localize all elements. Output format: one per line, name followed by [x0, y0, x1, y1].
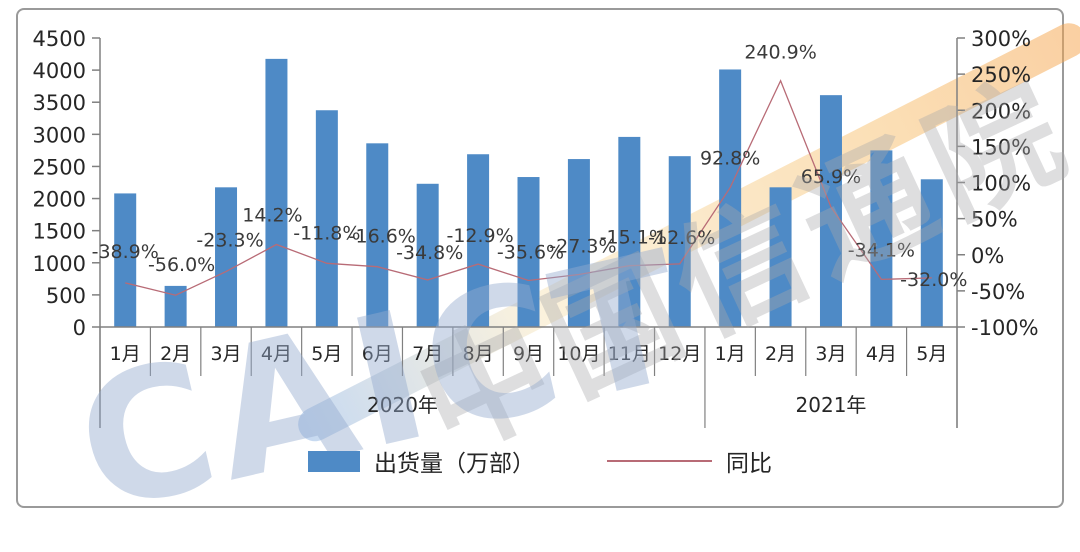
right-axis-label: 250% — [971, 63, 1031, 87]
right-axis-label: 150% — [971, 135, 1031, 159]
right-axis-label: 100% — [971, 172, 1031, 196]
bar-2月-2021 — [769, 187, 792, 327]
yoy-point-label: 65.9% — [801, 166, 861, 188]
bar-2月-2020 — [164, 285, 187, 327]
left-axis-label: 4000 — [33, 59, 86, 83]
yoy-point-label: -23.3% — [196, 230, 263, 252]
right-axis-label: 200% — [971, 99, 1031, 123]
month-label: 4月 — [261, 343, 292, 365]
legend: 出货量（万部） 同比 — [0, 444, 1080, 478]
yoy-point-label: -56.0% — [148, 254, 215, 276]
legend-line-swatch — [607, 460, 712, 462]
right-axis-label: 0% — [971, 244, 1004, 268]
right-axis-label: -50% — [971, 280, 1025, 304]
month-label: 9月 — [513, 343, 544, 365]
month-label: 4月 — [866, 343, 897, 365]
year-label: 2021年 — [796, 393, 867, 417]
left-axis-label: 0 — [73, 316, 86, 340]
left-axis-label: 1500 — [33, 220, 86, 244]
bar-1月-2020 — [114, 193, 137, 327]
legend-line-label: 同比 — [726, 451, 772, 477]
month-label: 1月 — [110, 343, 141, 365]
yoy-point-label: -32.0% — [900, 269, 967, 291]
left-axis-label: 2000 — [33, 188, 86, 212]
month-label: 5月 — [311, 343, 342, 365]
month-label: 3月 — [815, 343, 846, 365]
month-label: 8月 — [463, 343, 494, 365]
bar-3月-2020 — [215, 187, 238, 327]
left-axis-label: 500 — [46, 284, 86, 308]
legend-item-yoy: 同比 — [607, 444, 772, 478]
right-axis-label: -100% — [971, 316, 1039, 340]
month-label: 2月 — [765, 343, 796, 365]
left-axis-label: 3500 — [33, 91, 86, 115]
yoy-point-label: 240.9% — [744, 42, 816, 64]
legend-bar-label: 出货量（万部） — [374, 451, 535, 477]
legend-bar-swatch — [308, 450, 360, 472]
yoy-point-label: -38.9% — [92, 241, 159, 263]
month-label: 1月 — [715, 343, 746, 365]
bar-5月-2021 — [920, 179, 943, 327]
left-axis-label: 3000 — [33, 123, 86, 147]
bar-3月-2021 — [819, 95, 842, 327]
bar-5月-2020 — [315, 110, 338, 327]
month-label: 6月 — [362, 343, 393, 365]
left-axis-label: 1000 — [33, 252, 86, 276]
month-label: 5月 — [916, 343, 947, 365]
month-label: 7月 — [412, 343, 443, 365]
month-label: 3月 — [210, 343, 241, 365]
shipments-yoy-combo-chart: 4500 4000 3500 3000 2500 2000 1500 1000 500 0 300%… — [33, 27, 1039, 428]
yoy-point-label: -34.1% — [848, 239, 915, 261]
month-label: 11月 — [608, 343, 651, 365]
month-label: 2月 — [160, 343, 191, 365]
month-label: 12月 — [658, 343, 701, 365]
left-axis-label: 2500 — [33, 155, 86, 179]
left-axis-label: 4500 — [33, 27, 86, 51]
yoy-point-label: 92.8% — [700, 148, 760, 170]
right-axis-label: 300% — [971, 27, 1031, 51]
month-label: 10月 — [557, 343, 600, 365]
yoy-point-label: -12.6% — [648, 227, 715, 249]
year-label: 2020年 — [367, 393, 438, 417]
yoy-point-label: 14.2% — [242, 204, 302, 226]
right-axis-label: 50% — [971, 208, 1018, 232]
bar-4月-2020 — [265, 58, 288, 327]
legend-item-shipments: 出货量（万部） — [308, 444, 535, 478]
